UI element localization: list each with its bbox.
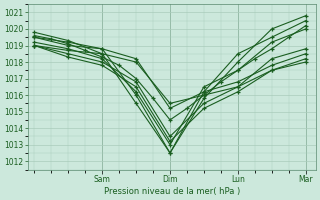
X-axis label: Pression niveau de la mer( hPa ): Pression niveau de la mer( hPa ) (104, 187, 240, 196)
